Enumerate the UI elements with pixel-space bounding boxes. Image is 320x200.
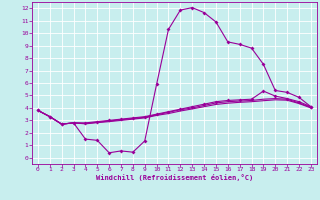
X-axis label: Windchill (Refroidissement éolien,°C): Windchill (Refroidissement éolien,°C): [96, 174, 253, 181]
